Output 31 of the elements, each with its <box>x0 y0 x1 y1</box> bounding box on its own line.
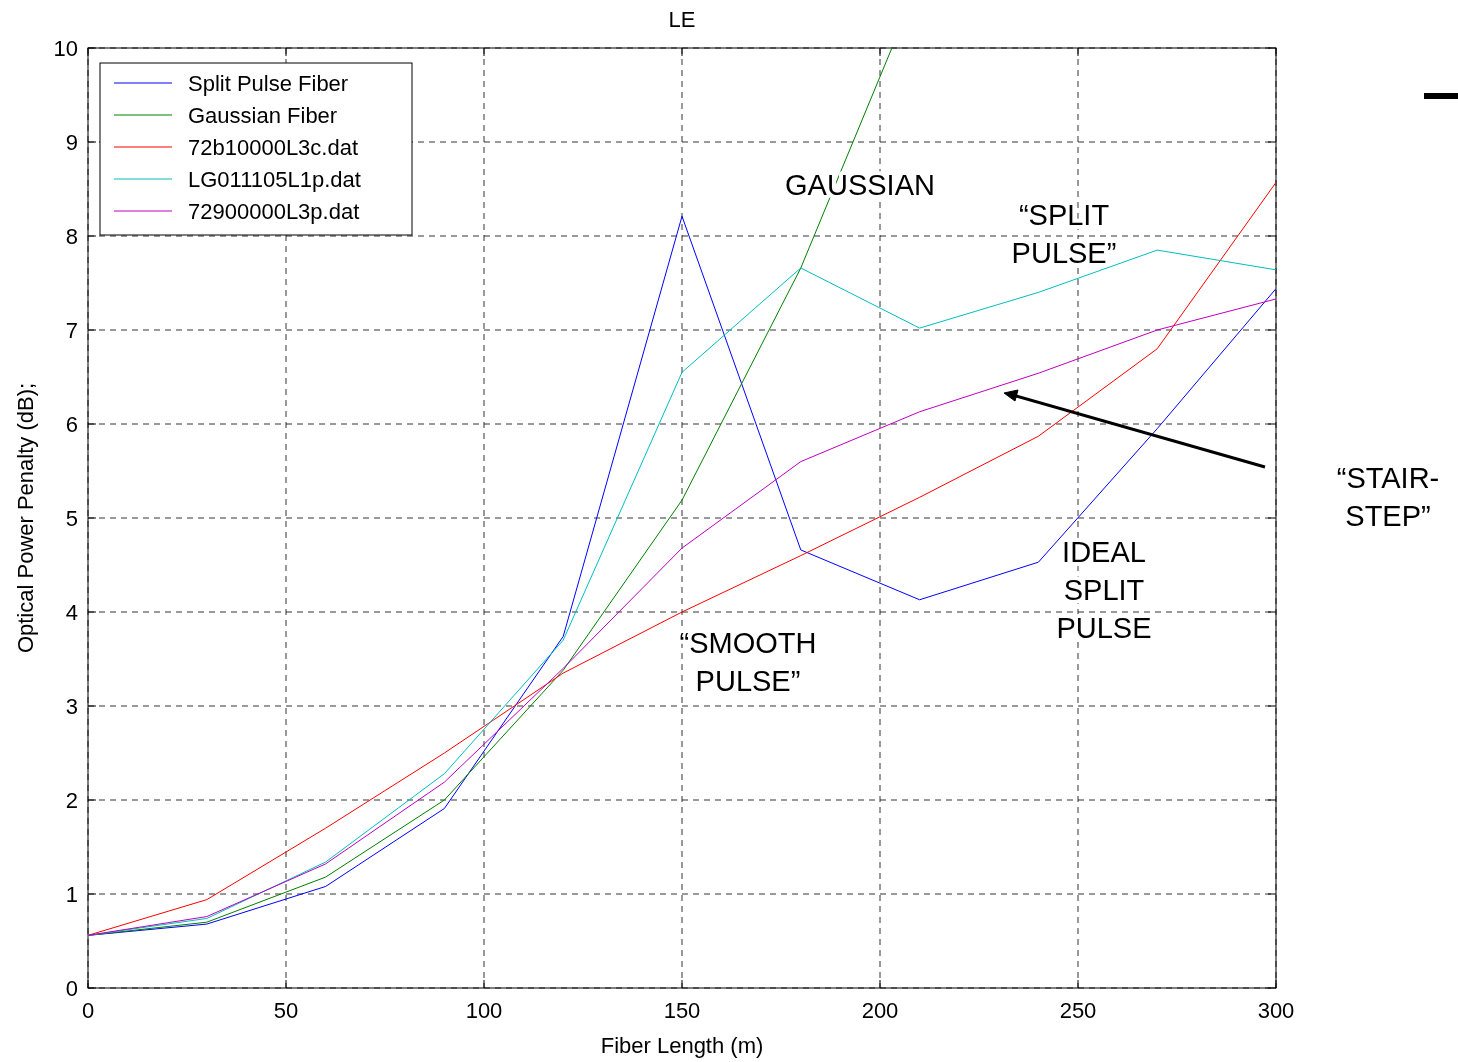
annotation: IDEAL SPLIT PULSE <box>1056 536 1152 644</box>
x-tick-label: 0 <box>81 998 95 1023</box>
annotation: “SPLIT PULSE” <box>1011 199 1117 269</box>
x-tick-label: 200 <box>861 998 899 1023</box>
y-tick-label: 8 <box>65 224 78 249</box>
chart-title: LE <box>668 7 696 32</box>
y-tick-label: 5 <box>65 506 78 531</box>
x-tick-label: 250 <box>1059 998 1097 1023</box>
x-tick-label: 50 <box>273 998 299 1023</box>
legend-label: 72b10000L3c.dat <box>188 135 359 160</box>
y-tick-label: 2 <box>65 788 78 813</box>
x-tick-label: 300 <box>1257 998 1295 1023</box>
y-tick-label: 1 <box>65 882 78 907</box>
y-tick-label: 9 <box>65 130 78 155</box>
legend-label: Gaussian Fiber <box>188 103 338 128</box>
y-tick-label: 10 <box>53 36 78 61</box>
legend-label: LG011105L1p.dat <box>188 167 361 192</box>
legend-label: Split Pulse Fiber <box>188 71 349 96</box>
annotation: GAUSSIAN <box>785 169 935 201</box>
x-tick-label: 100 <box>465 998 503 1023</box>
x-axis-title: Fiber Length (m) <box>600 1033 764 1058</box>
y-tick-label: 6 <box>65 412 78 437</box>
x-tick-label: 150 <box>663 998 701 1023</box>
y-tick-label: 3 <box>65 694 78 719</box>
text: “STAIR- STEP” <box>1336 462 1440 532</box>
y-tick-label: 4 <box>65 600 78 625</box>
annotation: “SMOOTH PULSE” <box>679 627 817 697</box>
y-axis-title: Optical Power Penalty (dB); <box>13 382 38 654</box>
legend-label: 72900000L3p.dat <box>188 199 360 224</box>
y-tick-label: 0 <box>65 976 78 1001</box>
y-tick-label: 7 <box>65 318 78 343</box>
